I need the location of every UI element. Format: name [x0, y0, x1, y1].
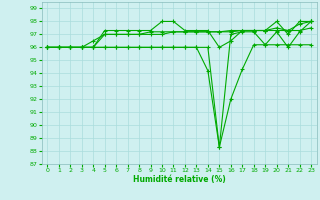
- X-axis label: Humidité relative (%): Humidité relative (%): [133, 175, 226, 184]
